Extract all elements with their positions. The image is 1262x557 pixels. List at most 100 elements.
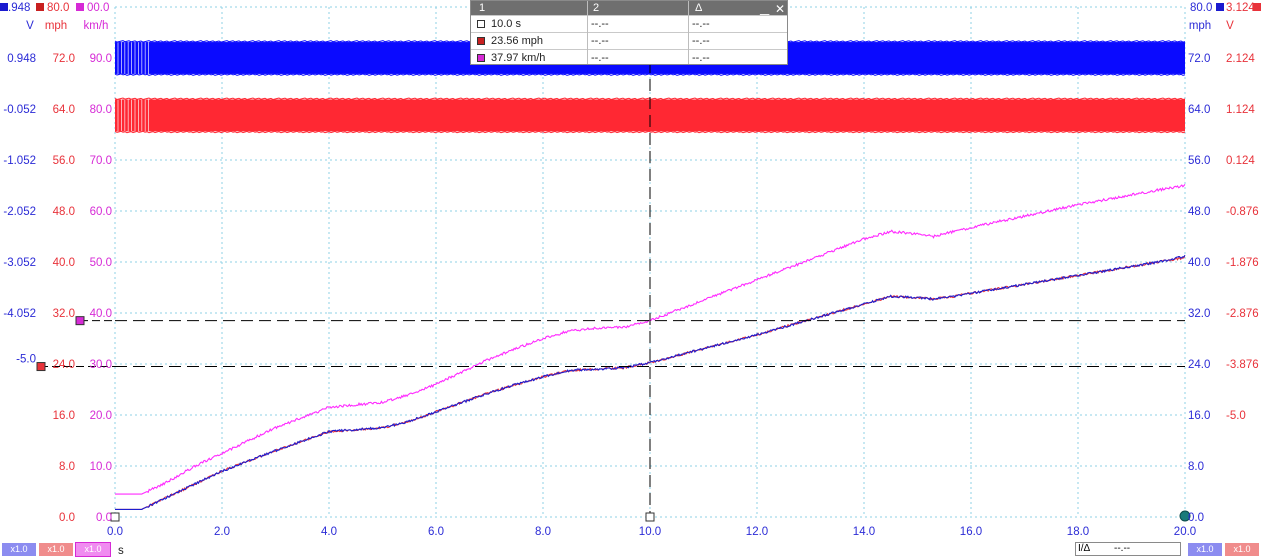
kmh-marker-handle[interactable] <box>75 316 85 326</box>
left-mph-tick: 48.0 <box>53 206 75 218</box>
right-v-tick: -0.876 <box>1226 206 1259 218</box>
scale-badge-magenta[interactable]: x1.0 <box>75 542 111 557</box>
right-v-tick: 0.124 <box>1226 155 1255 167</box>
right-mph-tick: 0.0 <box>1188 512 1204 524</box>
right-v-tick: 1.124 <box>1226 104 1255 116</box>
scale-badge-red[interactable]: x1.0 <box>39 543 73 556</box>
left-v-tick: -1.052 <box>3 155 36 167</box>
cursor-time-delta: --.-- <box>692 18 710 30</box>
cursor-time-value: 10.0 s <box>491 18 521 30</box>
left-v-tick: -2.052 <box>3 206 36 218</box>
col-header-1: 1 <box>479 2 486 14</box>
right-mph-unit: mph <box>1189 20 1211 32</box>
left-mph-tick: 24.0 <box>53 359 75 371</box>
left-kmh-tick: 10.0 <box>90 461 112 473</box>
right-mph-tick: 8.0 <box>1188 461 1204 473</box>
left-kmh-tick: 70.0 <box>90 155 112 167</box>
x-tick-label: 0.0 <box>107 526 123 538</box>
axis-swatch-icon <box>36 3 44 11</box>
x-tick-label: 20.0 <box>1174 526 1196 538</box>
right-mph-tick: 64.0 <box>1188 104 1210 116</box>
swatch-time-icon <box>477 20 485 28</box>
x-tick-label: 16.0 <box>960 526 982 538</box>
right-v-tick: -5.0 <box>1226 410 1246 422</box>
right-v-tick: -1.876 <box>1226 257 1259 269</box>
cursor-kmh-value: 37.97 km/h <box>491 52 546 64</box>
left-mph-tick: 72.0 <box>53 53 75 65</box>
cursor-panel-header[interactable]: 1 2 Δ ▁ ✕ <box>471 1 787 16</box>
left-kmh-tick: 80.0 <box>90 104 112 116</box>
right-mph-tick: 32.0 <box>1188 308 1210 320</box>
series-line <box>115 254 1186 510</box>
left-kmh-tick: 0.0 <box>96 512 112 524</box>
cursor-mph-c2: --.-- <box>591 35 609 47</box>
digital-band-noise <box>114 73 1186 76</box>
x-tick-label: 18.0 <box>1067 526 1089 538</box>
x-tick-label: 6.0 <box>428 526 444 538</box>
axis-swatch-icon <box>1253 3 1261 11</box>
left-v-tick: -5.0 <box>16 354 36 366</box>
left-kmh-unit: km/h <box>84 20 109 32</box>
right-v-unit: V <box>1226 20 1234 32</box>
left-kmh-tick: 60.0 <box>90 206 112 218</box>
x-tick-label: 12.0 <box>746 526 768 538</box>
left-v-unit: V <box>26 20 34 32</box>
cursor-kmh-c2: --.-- <box>591 52 609 64</box>
right-mph-tick: 40.0 <box>1188 257 1210 269</box>
right-mph-top: 80.0 <box>1190 2 1212 14</box>
left-mph-unit: mph <box>45 20 67 32</box>
x-tick-label: 4.0 <box>321 526 337 538</box>
left-v-tick: -3.052 <box>3 257 36 269</box>
axis-swatch-icon <box>0 3 8 11</box>
cursor-time-c2: --.-- <box>591 18 609 30</box>
scale-badge-blue[interactable]: x1.0 <box>2 543 36 556</box>
cursor-kmh-delta: --.-- <box>692 52 710 64</box>
x-tick-label: 8.0 <box>535 526 551 538</box>
axis-swatch-icon <box>1216 3 1224 11</box>
panel-separator <box>688 1 689 64</box>
cursor-row-mph: 23.56 mph --.-- --.-- <box>471 32 787 49</box>
end-marker-icon[interactable] <box>1179 510 1191 522</box>
left-mph-tick: 56.0 <box>53 155 75 167</box>
right-v-top: 3.124 <box>1226 2 1255 14</box>
left-v-tick: -4.052 <box>3 308 36 320</box>
scale-badge-right-blue[interactable]: x1.0 <box>1188 543 1222 556</box>
cursor-lines[interactable] <box>36 7 1191 522</box>
x-tick-label: 10.0 <box>639 526 661 538</box>
scale-badge-right-red[interactable]: x1.0 <box>1225 543 1259 556</box>
left-kmh-tick: 50.0 <box>90 257 112 269</box>
cursor-start-handle[interactable] <box>110 512 120 522</box>
cursor-mph-delta: --.-- <box>692 35 710 47</box>
x-axis-unit: s <box>118 545 124 557</box>
left-v-top: .948 <box>8 2 30 14</box>
close-icon[interactable]: ✕ <box>775 2 786 16</box>
left-kmh-tick: 40.0 <box>90 308 112 320</box>
cursor-time-handle[interactable] <box>645 512 655 522</box>
right-mph-tick: 48.0 <box>1188 206 1210 218</box>
panel-separator <box>587 1 588 64</box>
right-mph-tick: 24.0 <box>1188 359 1210 371</box>
delta-label: I/Δ <box>1078 543 1091 554</box>
axis-swatch-icon <box>76 3 84 11</box>
x-tick-label: 2.0 <box>214 526 230 538</box>
col-header-2: 2 <box>593 2 600 14</box>
left-kmh-tick: 20.0 <box>90 410 112 422</box>
swatch-kmh-icon <box>477 54 485 62</box>
digital-band-noise <box>114 130 1186 134</box>
delta-readout[interactable]: I/Δ --.-- <box>1075 542 1181 556</box>
mph-marker-handle[interactable] <box>36 362 46 372</box>
cursor-row-time: 10.0 s --.-- --.-- <box>471 15 787 32</box>
left-mph-tick: 40.0 <box>53 257 75 269</box>
minimize-icon[interactable]: ▁ <box>760 2 770 16</box>
left-mph-tick: 8.0 <box>59 461 75 473</box>
left-kmh-tick: 90.0 <box>90 53 112 65</box>
left-mph-tick: 64.0 <box>53 104 75 116</box>
cursor-row-kmh: 37.97 km/h --.-- --.-- <box>471 49 787 66</box>
left-kmh-tick: 30.0 <box>90 359 112 371</box>
delta-value: --.-- <box>1114 543 1131 554</box>
left-v-tick: 0.948 <box>7 53 36 65</box>
left-mph-tick: 0.0 <box>59 512 75 524</box>
x-tick-label: 14.0 <box>853 526 875 538</box>
